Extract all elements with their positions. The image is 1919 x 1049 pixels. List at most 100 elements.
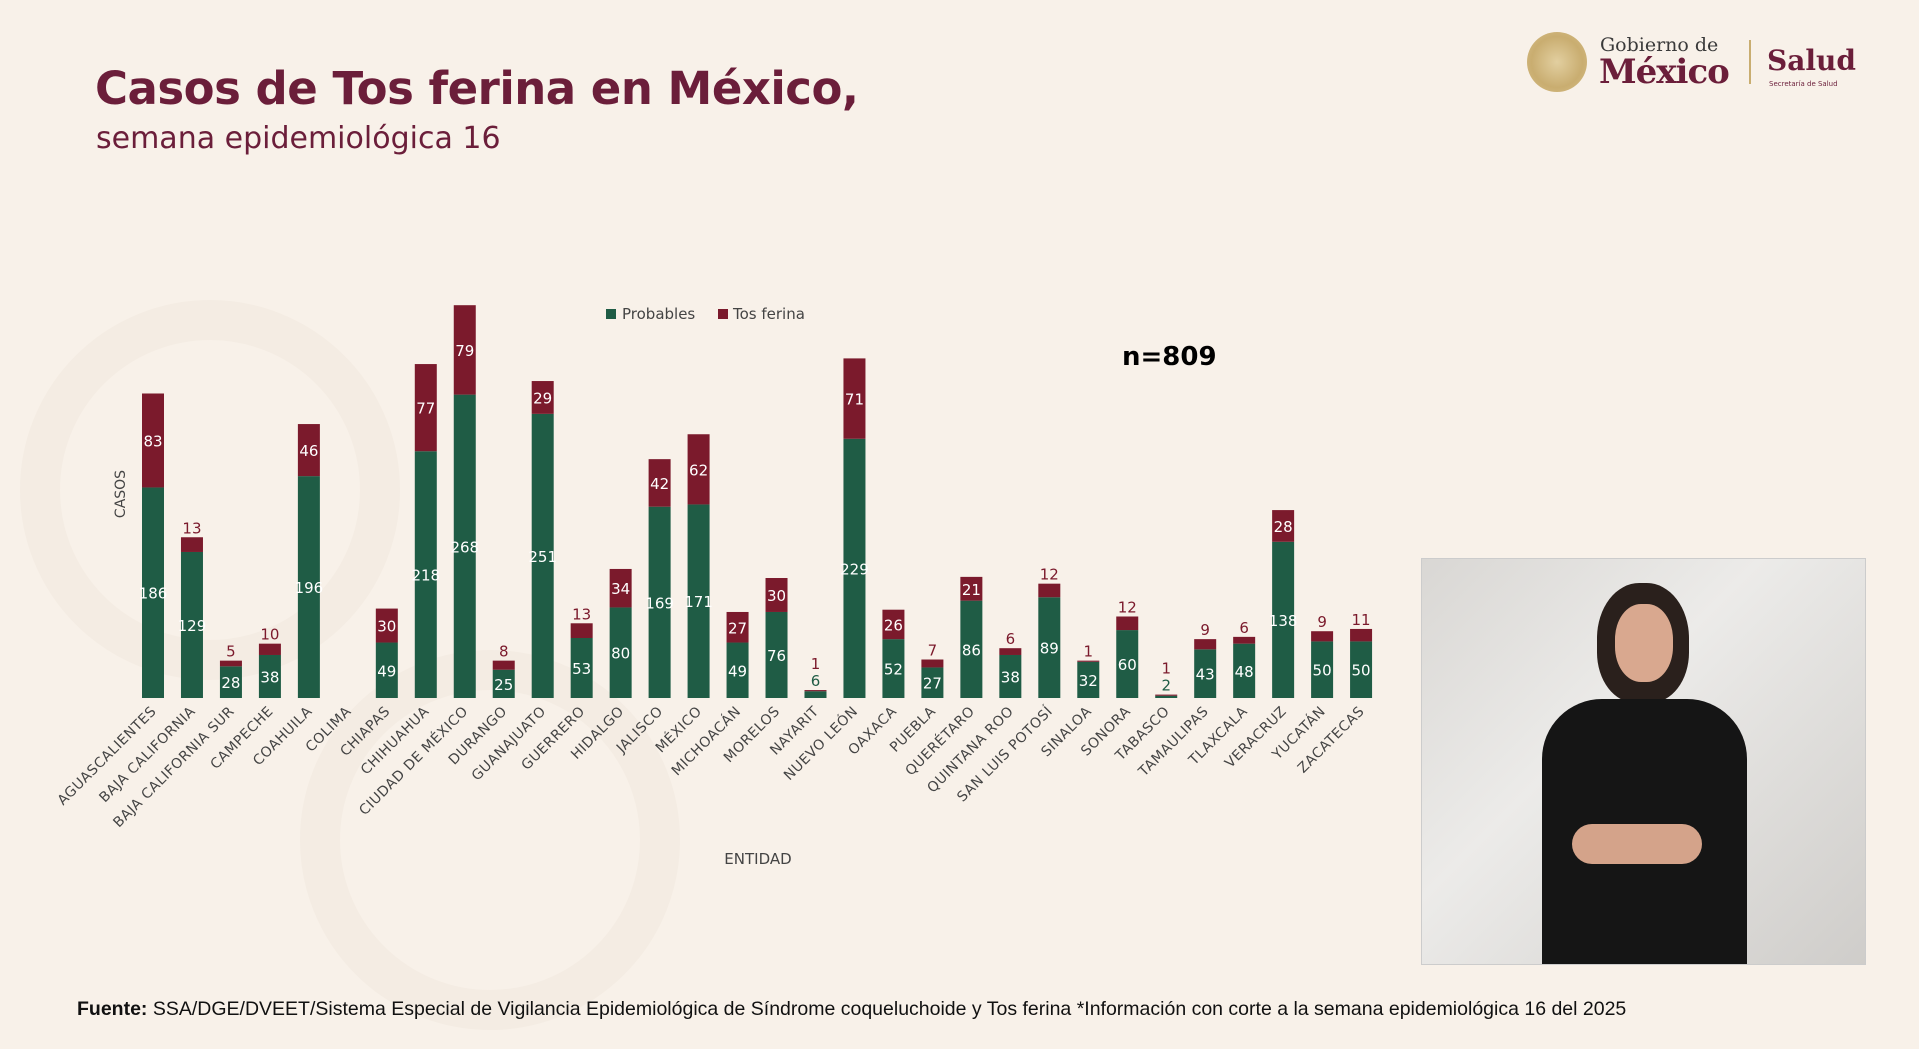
bar-probables [414, 451, 437, 698]
logo-gobierno-text: Gobierno de [1600, 34, 1719, 56]
bar-probables [1116, 630, 1139, 698]
data-label-tos-ferina: 12 [1118, 598, 1137, 616]
data-label-probables: 52 [884, 661, 903, 679]
bar-probables [180, 551, 203, 698]
x-axis-label: ENTIDAD [724, 850, 791, 868]
bar-tos-ferina [765, 578, 788, 612]
data-label-tos-ferina: 28 [1274, 518, 1293, 536]
bar-tos-ferina [375, 608, 398, 643]
logo-divider [1749, 40, 1751, 84]
data-label-tos-ferina: 21 [962, 581, 981, 599]
data-label-tos-ferina: 6 [1006, 630, 1016, 648]
data-label-probables: 38 [260, 668, 279, 686]
legend-label-tos-ferina: Tos ferina [732, 305, 805, 323]
data-label-probables: 38 [1001, 668, 1020, 686]
data-label-probables: 43 [1196, 666, 1215, 684]
bar-probables [1272, 541, 1295, 698]
bar-probables [960, 600, 983, 698]
data-label-probables: 32 [1079, 672, 1098, 690]
bar-tos-ferina [570, 623, 593, 639]
data-label-tos-ferina: 6 [1239, 619, 1249, 637]
x-tick-label: QUERÉTARO [902, 703, 978, 779]
bar-tos-ferina [687, 434, 710, 505]
data-label-probables: 268 [450, 538, 479, 556]
data-label-tos-ferina: 27 [728, 619, 747, 637]
data-label-tos-ferina: 13 [182, 519, 201, 537]
bar-tos-ferina [258, 643, 281, 655]
data-label-tos-ferina: 1 [1084, 643, 1094, 661]
data-label-tos-ferina: 13 [572, 605, 591, 623]
data-label-probables: 251 [528, 548, 557, 566]
bar-probables [570, 638, 593, 698]
bar-probables [687, 504, 710, 698]
bar-tos-ferina [180, 537, 203, 552]
sign-language-interpreter-video [1421, 558, 1866, 965]
bar-probables [1038, 597, 1061, 698]
data-label-tos-ferina: 1 [1161, 660, 1171, 678]
data-label-probables: 138 [1269, 612, 1298, 630]
bar-probables [1233, 643, 1256, 698]
bar-probables [999, 654, 1022, 698]
source-label: Fuente: [77, 998, 148, 1020]
data-label-tos-ferina: 46 [299, 442, 318, 460]
data-label-probables: 80 [611, 645, 630, 663]
data-label-tos-ferina: 30 [767, 587, 786, 605]
data-label-tos-ferina: 42 [650, 475, 669, 493]
bar-tos-ferina [648, 459, 671, 507]
bar-tos-ferina [492, 660, 515, 670]
bar-probables [726, 642, 749, 698]
page-title: Casos de Tos ferina en México, [95, 62, 859, 115]
data-label-probables: 27 [923, 675, 942, 693]
bar-probables [921, 667, 944, 698]
data-label-tos-ferina: 71 [845, 391, 864, 409]
data-label-probables: 2 [1161, 677, 1171, 695]
data-label-probables: 60 [1118, 656, 1137, 674]
bar-tos-ferina [1155, 694, 1178, 696]
data-label-probables: 53 [572, 660, 591, 678]
data-label-tos-ferina: 11 [1352, 611, 1371, 629]
bar-probables [1077, 661, 1100, 698]
x-tick-label: CHIHUAHUA [358, 704, 433, 779]
bar-tos-ferina [297, 424, 320, 477]
bar-probables [1194, 649, 1217, 698]
logo-salud-text: Salud [1767, 44, 1856, 77]
bar-probables [882, 639, 905, 698]
bar-probables [492, 669, 515, 698]
bar-probables [609, 607, 632, 698]
data-label-probables: 49 [377, 662, 396, 680]
bar-tos-ferina [1272, 510, 1295, 542]
bar-probables [258, 654, 281, 698]
bar-tos-ferina [999, 648, 1022, 655]
bar-tos-ferina [804, 690, 827, 692]
national-seal-icon [1527, 32, 1587, 92]
data-label-tos-ferina: 26 [884, 616, 903, 634]
bar-tos-ferina [1311, 631, 1334, 642]
source-footer: Fuente: SSA/DGE/DVEET/Sistema Especial d… [77, 998, 1626, 1021]
data-label-probables: 48 [1235, 663, 1254, 681]
data-label-tos-ferina: 34 [611, 580, 630, 598]
bar-tos-ferina [1233, 636, 1256, 644]
source-text: SSA/DGE/DVEET/Sistema Especial de Vigila… [147, 998, 1627, 1020]
bar-tos-ferina [921, 659, 944, 668]
interpreter-face [1615, 604, 1673, 682]
data-label-probables: 50 [1313, 662, 1332, 680]
bar-tos-ferina [453, 305, 476, 395]
bar-tos-ferina [1194, 639, 1217, 650]
logo-secretaria-text: Secretaría de Salud [1769, 80, 1838, 88]
data-label-probables: 169 [645, 594, 674, 612]
data-label-probables: 171 [684, 593, 713, 611]
data-label-tos-ferina: 62 [689, 461, 708, 479]
bar-probables [142, 487, 164, 698]
data-label-probables: 28 [221, 674, 240, 692]
bar-tos-ferina [882, 609, 905, 640]
data-label-probables: 25 [494, 676, 513, 694]
bar-tos-ferina [726, 611, 749, 643]
x-tick-label: MICHOACÁN [668, 703, 744, 779]
data-label-tos-ferina: 5 [226, 643, 236, 661]
data-label-tos-ferina: 29 [533, 389, 552, 407]
data-label-probables: 186 [139, 585, 168, 603]
bar-tos-ferina [609, 568, 632, 608]
data-label-probables: 229 [840, 560, 869, 578]
data-label-tos-ferina: 9 [1200, 621, 1210, 639]
data-label-tos-ferina: 12 [1040, 566, 1059, 584]
